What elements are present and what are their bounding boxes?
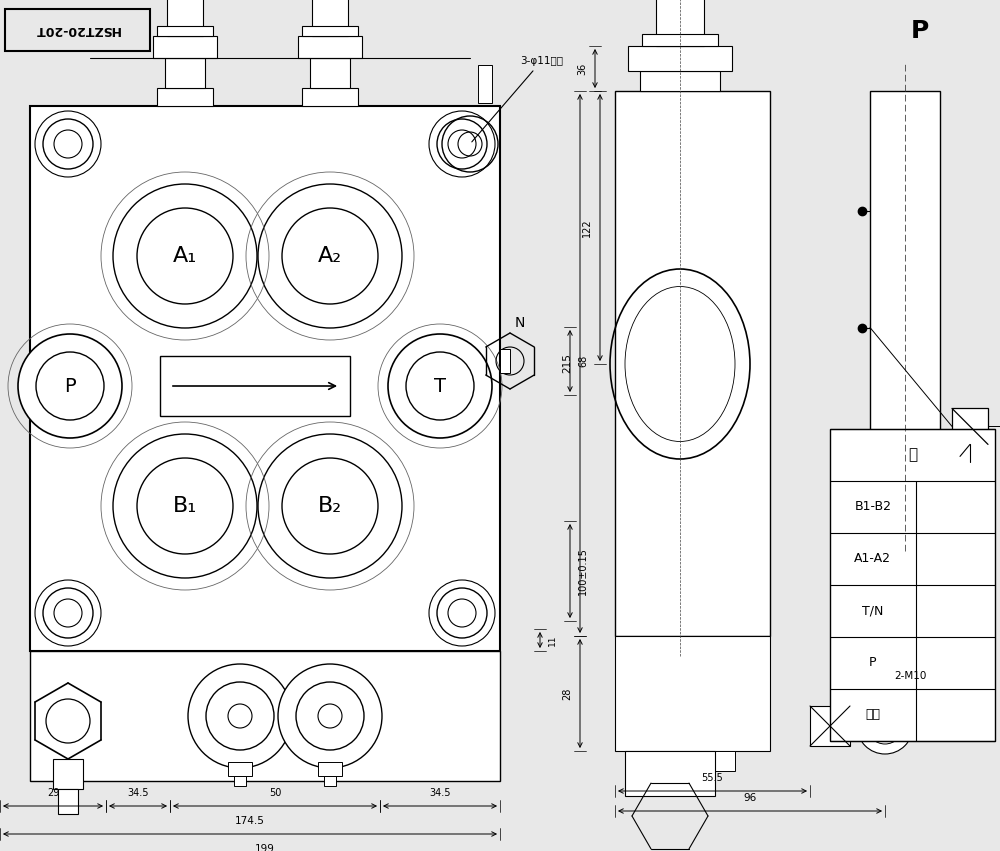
Text: 199: 199 (255, 844, 275, 851)
Bar (58, 789, 78, 814)
Bar (228, 762, 252, 776)
Circle shape (188, 664, 292, 768)
Text: P: P (911, 19, 929, 43)
Text: A₁: A₁ (173, 246, 197, 266)
Text: 55.5: 55.5 (702, 773, 723, 783)
Text: A₂: A₂ (318, 246, 342, 266)
Text: 68: 68 (578, 355, 588, 367)
Bar (640, 71, 720, 91)
Text: 122: 122 (582, 218, 592, 237)
Bar (302, 26, 358, 36)
Text: B1-B2: B1-B2 (854, 500, 891, 513)
Text: P: P (64, 376, 76, 396)
Text: B₁: B₁ (173, 496, 197, 516)
Text: 36: 36 (577, 62, 587, 75)
Text: 28: 28 (562, 688, 572, 700)
Bar (157, 88, 213, 106)
Bar (302, 88, 358, 106)
Circle shape (113, 434, 257, 578)
Text: 215: 215 (562, 353, 572, 374)
Text: 11: 11 (548, 634, 557, 646)
Bar (234, 776, 246, 786)
Bar (312, 0, 348, 36)
Circle shape (258, 434, 402, 578)
Text: 96: 96 (743, 793, 757, 803)
Text: 50: 50 (269, 788, 281, 798)
Circle shape (437, 588, 487, 638)
Bar (625, 751, 735, 771)
Text: 34.5: 34.5 (429, 788, 451, 798)
Bar (167, 0, 203, 36)
Bar (160, 356, 350, 416)
Text: 29: 29 (47, 788, 59, 798)
Text: 34.5: 34.5 (127, 788, 149, 798)
Bar (5, 9, 150, 51)
Bar (615, 636, 770, 751)
Text: 174.5: 174.5 (235, 816, 265, 826)
Bar (318, 762, 342, 776)
Circle shape (857, 698, 913, 754)
Bar (30, 106, 500, 651)
Bar (830, 429, 995, 741)
Bar (952, 408, 988, 444)
Text: N: N (515, 316, 525, 330)
Bar (324, 776, 336, 786)
Text: T/N: T/N (862, 604, 884, 618)
Bar (625, 751, 715, 796)
Bar (615, 91, 770, 636)
Bar (500, 349, 510, 373)
Bar (153, 36, 217, 58)
Text: HSZT20-20T: HSZT20-20T (34, 24, 120, 37)
Bar (870, 91, 940, 521)
Circle shape (43, 354, 93, 404)
Circle shape (18, 334, 122, 438)
Circle shape (437, 119, 487, 169)
Text: 2-M10: 2-M10 (894, 671, 926, 681)
Circle shape (388, 334, 492, 438)
Bar (310, 58, 350, 88)
Circle shape (43, 588, 93, 638)
Bar (642, 34, 718, 46)
Text: 接口: 接口 (865, 709, 880, 722)
Circle shape (258, 184, 402, 328)
Text: 阀: 阀 (908, 448, 917, 462)
Bar (810, 706, 850, 746)
Text: 100±0.15: 100±0.15 (578, 547, 588, 595)
Bar (656, 0, 704, 46)
Bar (298, 36, 362, 58)
Bar (165, 58, 205, 88)
Circle shape (43, 119, 93, 169)
Text: 3-φ11通孔: 3-φ11通孔 (472, 56, 563, 142)
Bar (30, 651, 500, 781)
Bar (157, 26, 213, 36)
Circle shape (113, 184, 257, 328)
Text: T: T (434, 376, 446, 396)
Bar (478, 65, 492, 103)
Bar (628, 46, 732, 71)
Bar (850, 718, 885, 734)
Text: P: P (869, 656, 877, 670)
Text: B₂: B₂ (318, 496, 342, 516)
Circle shape (278, 664, 382, 768)
Bar (53, 759, 83, 789)
Text: A1-A2: A1-A2 (854, 552, 891, 566)
